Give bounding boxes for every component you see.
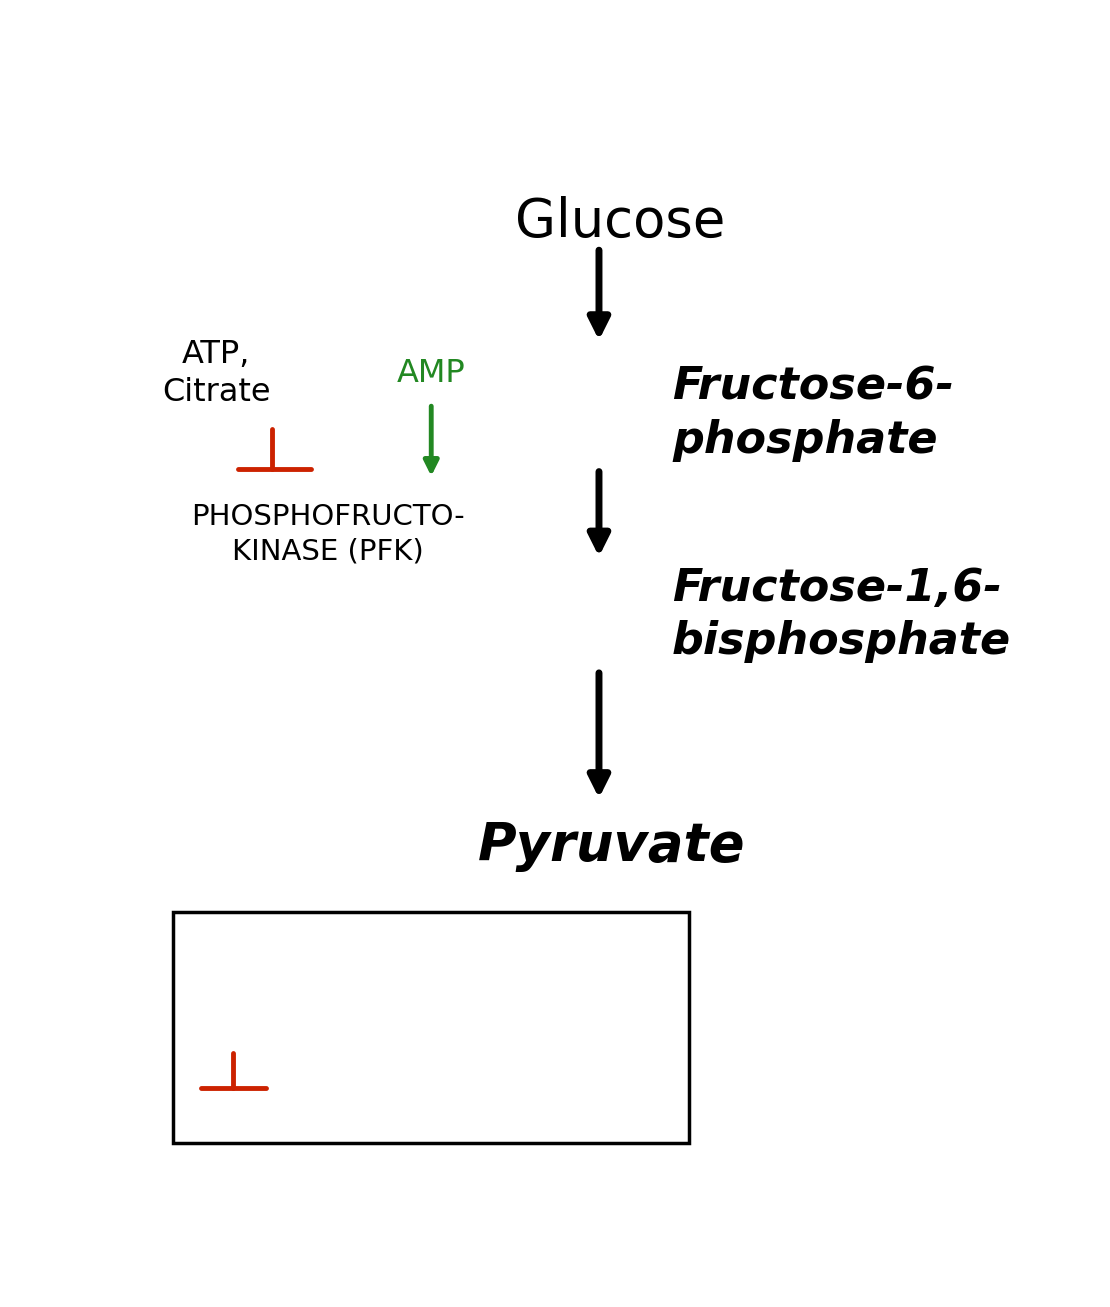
- FancyBboxPatch shape: [173, 912, 689, 1144]
- Text: Glucose: Glucose: [515, 196, 726, 248]
- Text: AMP: AMP: [397, 358, 465, 388]
- Text: = regulator  inhibits: = regulator inhibits: [281, 1030, 573, 1059]
- Text: enzyme: enzyme: [315, 966, 476, 995]
- Text: Fructose-1,6-
bisphosphate: Fructose-1,6- bisphosphate: [673, 567, 1011, 663]
- Text: Pyruvate: Pyruvate: [478, 821, 746, 872]
- Text: ATP,
Citrate: ATP, Citrate: [162, 339, 271, 408]
- Text: Fructose-6-
phosphate: Fructose-6- phosphate: [673, 366, 955, 461]
- Text: enzyme: enzyme: [297, 1070, 441, 1099]
- Text: = regulator  activates: = regulator activates: [281, 929, 599, 958]
- Text: PHOSPHOFRUCTO-
KINASE (PFK): PHOSPHOFRUCTO- KINASE (PFK): [191, 503, 465, 566]
